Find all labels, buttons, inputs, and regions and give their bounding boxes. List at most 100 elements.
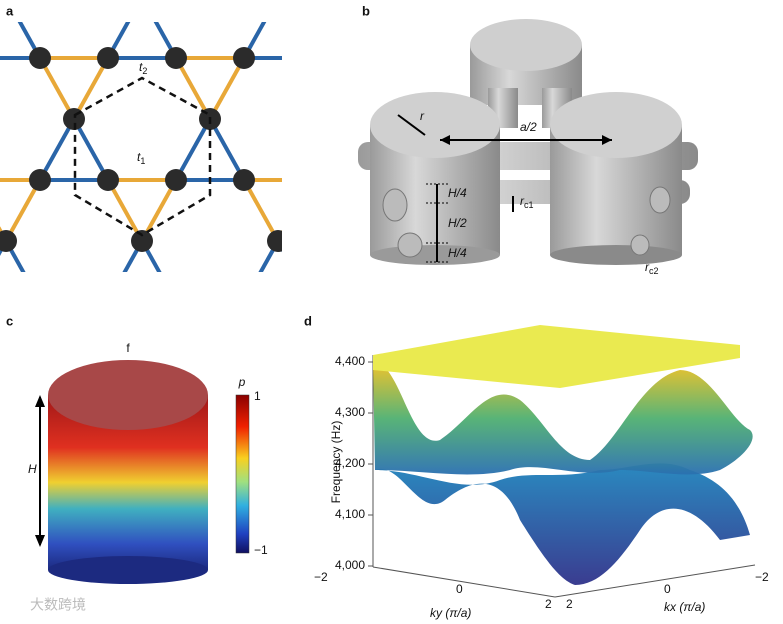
bond xyxy=(210,302,244,363)
t1: t xyxy=(137,150,141,164)
bond xyxy=(242,179,280,242)
unit-cell xyxy=(73,76,212,237)
kx-tick: 2 xyxy=(566,597,573,611)
rc1-sub: c1 xyxy=(524,200,534,210)
resonator-model xyxy=(358,19,698,265)
site xyxy=(97,169,119,191)
site xyxy=(0,230,17,252)
site xyxy=(505,291,527,313)
t2-sub: 2 xyxy=(142,66,147,76)
rc2-sub: c2 xyxy=(649,266,659,276)
bond xyxy=(122,240,144,272)
site xyxy=(573,291,595,313)
height-label: H xyxy=(28,462,37,476)
site xyxy=(233,291,255,313)
bond xyxy=(208,57,246,120)
site xyxy=(641,291,663,313)
site xyxy=(29,169,51,191)
site xyxy=(335,108,357,130)
site xyxy=(301,47,323,69)
bond xyxy=(106,179,144,242)
bond xyxy=(174,57,212,120)
site xyxy=(165,47,187,69)
site xyxy=(165,291,187,313)
bond xyxy=(516,241,550,302)
site xyxy=(131,0,153,8)
bond xyxy=(4,179,42,242)
bond xyxy=(346,58,380,119)
spacing-label: a/2 xyxy=(520,120,537,134)
z-tick-label: 4,000 xyxy=(335,558,365,572)
panel-label: c xyxy=(6,313,13,328)
bond xyxy=(38,118,76,181)
site xyxy=(97,291,119,313)
site xyxy=(29,47,51,69)
radius-label: r xyxy=(420,109,425,123)
site xyxy=(267,0,289,8)
bond xyxy=(74,302,108,363)
ky-tick: 0 xyxy=(456,582,463,596)
rc1: r xyxy=(520,194,525,208)
site xyxy=(301,169,323,191)
watermark: 大数跨境 xyxy=(30,597,86,613)
site xyxy=(199,352,221,374)
bond xyxy=(380,0,414,58)
bond xyxy=(40,302,74,363)
pressure-cylinder xyxy=(35,360,250,584)
z-axis-title: Frequency (Hz) xyxy=(329,421,343,504)
colorbar-min: −1 xyxy=(254,543,268,557)
site xyxy=(131,230,153,252)
bond xyxy=(17,22,42,59)
coupler-label: rc1 xyxy=(520,194,534,210)
kagome-lattice xyxy=(0,0,663,374)
bond xyxy=(258,240,280,272)
z-tick-label: 4,200 xyxy=(335,456,365,470)
site xyxy=(97,47,119,69)
bond xyxy=(176,302,210,363)
height-label: H/4 xyxy=(448,186,467,200)
bond xyxy=(106,22,131,59)
bond xyxy=(0,226,8,242)
site xyxy=(403,0,425,8)
mode-label: f xyxy=(126,341,130,355)
panel-label: a xyxy=(6,3,14,18)
z-tick-label: 4,100 xyxy=(335,507,365,521)
kx-tick: 0 xyxy=(664,582,671,596)
coupler-label: rc2 xyxy=(645,260,659,276)
bond xyxy=(140,240,162,272)
ky-tick: 2 xyxy=(545,597,552,611)
bond xyxy=(414,0,448,58)
bond xyxy=(276,240,282,253)
site xyxy=(301,291,323,313)
t1-sub: 1 xyxy=(140,156,145,166)
bond xyxy=(0,240,8,256)
colorbar-title: p xyxy=(238,375,246,389)
bond xyxy=(174,118,212,181)
kx-tick: −2 xyxy=(755,570,769,584)
rc2: r xyxy=(645,260,650,274)
bond xyxy=(312,58,346,119)
site xyxy=(165,169,187,191)
hopping-label: t2 xyxy=(139,60,147,76)
site xyxy=(437,291,459,313)
bond xyxy=(312,119,346,180)
panel-label: d xyxy=(304,313,312,328)
site xyxy=(29,291,51,313)
bond xyxy=(72,118,110,181)
site xyxy=(233,47,255,69)
site xyxy=(267,230,282,252)
bond xyxy=(208,118,246,181)
band-structure xyxy=(372,325,756,598)
bond xyxy=(278,0,312,58)
height-label: H/4 xyxy=(448,246,467,260)
site xyxy=(437,47,459,69)
bond xyxy=(38,57,76,120)
bond xyxy=(4,240,26,272)
site xyxy=(369,291,391,313)
bond xyxy=(72,57,110,120)
bond xyxy=(153,22,178,59)
kx-axis-title: kx (π/a) xyxy=(664,600,705,614)
hopping-label: t1 xyxy=(137,150,145,166)
site xyxy=(369,47,391,69)
